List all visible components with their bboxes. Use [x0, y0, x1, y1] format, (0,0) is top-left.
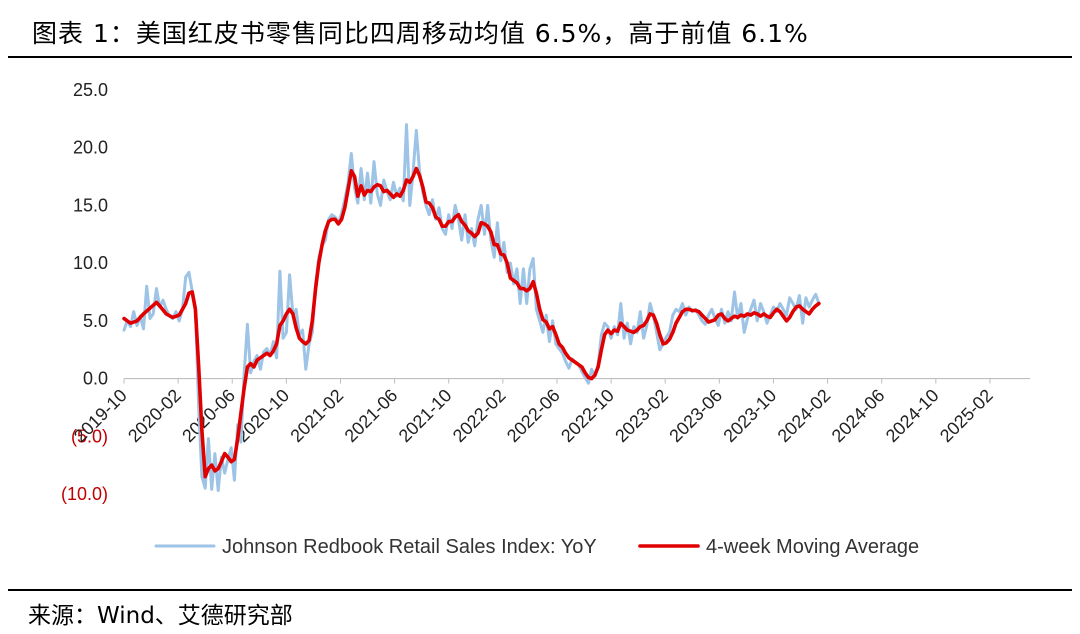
x-tick-label: 2024-06	[828, 385, 889, 446]
y-tick-label: (10.0)	[61, 484, 108, 504]
x-tick-label: 2021-10	[395, 385, 456, 446]
source-divider	[8, 589, 1072, 591]
y-tick-label: 0.0	[83, 369, 108, 389]
x-tick-label: 2021-06	[341, 385, 402, 446]
y-tick-label: (5.0)	[71, 426, 108, 446]
x-tick-label: 2024-10	[882, 385, 943, 446]
x-tick-label: 2020-06	[178, 385, 239, 446]
series-line-weekly-yoy	[122, 123, 821, 492]
title-divider	[8, 56, 1072, 58]
x-tick-label: 2023-10	[719, 385, 780, 446]
x-tick-label: 2025-02	[936, 385, 997, 446]
x-tick-label: 2023-02	[611, 385, 672, 446]
x-tick-label: 2023-06	[665, 385, 726, 446]
line-chart: 25.0 20.0 15.0 10.0 5.0 0.0 (5.0) (10.0) 2019-1…	[61, 80, 1030, 558]
y-tick-label: 5.0	[83, 311, 108, 331]
x-tick-label: 2022-02	[449, 385, 510, 446]
x-tick-label: 2022-10	[557, 385, 618, 446]
x-tick-label: 2024-02	[774, 385, 835, 446]
legend-item-moving-average-label: 4-week Moving Average	[706, 536, 919, 558]
y-tick-label: 15.0	[73, 195, 108, 215]
y-axis: 25.0 20.0 15.0 10.0 5.0 0.0 (5.0) (10.0)	[61, 80, 108, 504]
x-tick-label: 2021-02	[286, 385, 347, 446]
y-tick-label: 10.0	[73, 253, 108, 273]
y-tick-label: 25.0	[73, 80, 108, 100]
y-tick-label: 20.0	[73, 138, 108, 158]
series-layer	[122, 123, 821, 492]
x-tick-label: 2020-02	[124, 385, 185, 446]
chart-title: 图表 1：美国红皮书零售同比四周移动均值 6.5%，高于前值 6.1%	[32, 19, 809, 48]
source-note: 来源：Wind、艾德研究部	[28, 603, 293, 629]
series-line-4wk-moving-average	[122, 166, 821, 479]
x-tick-label: 2022-06	[503, 385, 564, 446]
legend-item-weekly-yoy-label: Johnson Redbook Retail Sales Index: YoY	[222, 536, 597, 558]
legend: Johnson Redbook Retail Sales Index: YoY 4…	[154, 536, 919, 558]
x-axis: 2019-102020-022020-062020-102021-022021-…	[70, 377, 1030, 446]
